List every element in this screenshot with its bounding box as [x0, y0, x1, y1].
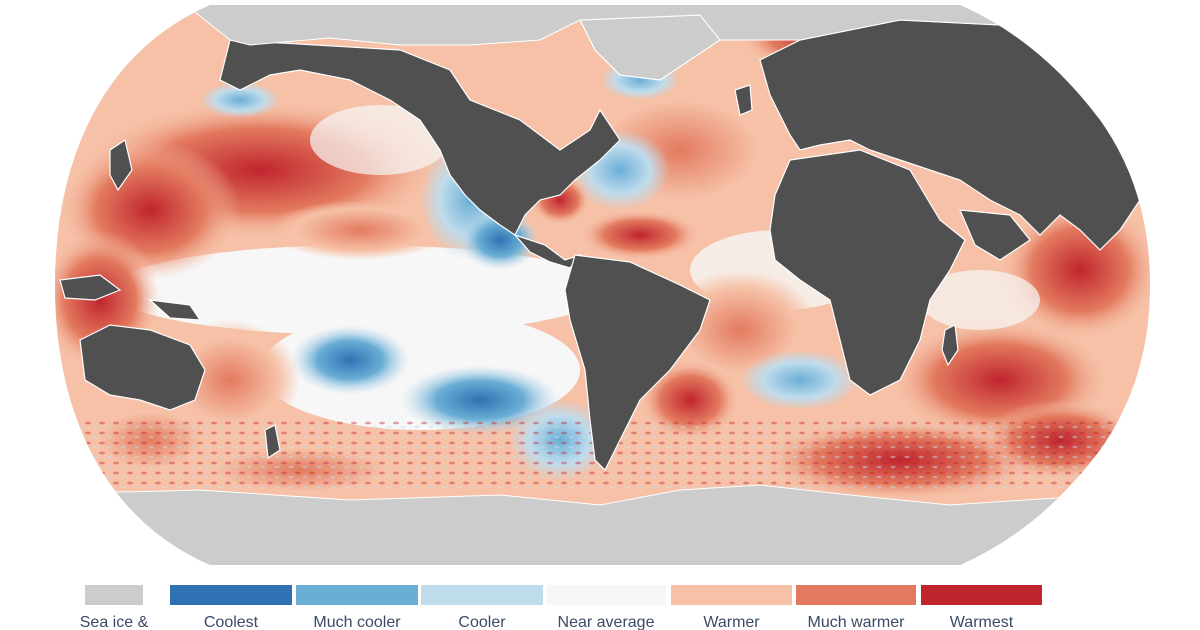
legend-swatch-near-average	[546, 585, 666, 605]
legend-label-warmer: Warmer	[703, 614, 760, 630]
legend-swatch-cooler	[421, 585, 543, 605]
legend-item-sea-ice: Sea ice &	[80, 585, 148, 630]
legend-item-coolest: Coolest	[170, 585, 292, 630]
legend-swatch-sea-ice	[85, 585, 143, 605]
legend-swatch-coolest	[170, 585, 292, 605]
new-zealand	[264, 424, 281, 460]
legend-label-warmest: Warmest	[949, 614, 1014, 630]
legend-swatch-much-cooler	[296, 585, 418, 605]
legend-label-cooler: Cooler	[458, 614, 506, 630]
arctic-ice	[178, 5, 1022, 46]
legend-label-coolest: Coolest	[203, 614, 259, 630]
australia	[79, 324, 206, 411]
maritime-continent	[59, 274, 122, 301]
legend-item-near-average: Near average	[546, 585, 666, 630]
legend-item-much-warmer: Much warmer	[796, 585, 916, 630]
british-isles	[734, 84, 753, 116]
north-america	[219, 39, 621, 236]
legend-swatch-warmest	[921, 585, 1042, 605]
south-america	[564, 254, 711, 472]
legend-label-sea-ice: Sea ice &	[79, 614, 149, 630]
new-guinea	[148, 299, 202, 321]
madagascar	[941, 324, 959, 367]
legend-item-cooler: Cooler	[421, 585, 543, 630]
japan	[109, 139, 133, 192]
legend-item-warmer: Warmer	[671, 585, 792, 630]
world-map	[55, 5, 1150, 565]
legend: Sea ice & Coolest Much cooler Cooler Near av…	[0, 580, 1200, 630]
legend-swatch-warmer	[671, 585, 792, 605]
legend-label-much-warmer: Much warmer	[807, 614, 905, 630]
land-masses	[59, 14, 1150, 472]
globe	[55, 5, 1150, 565]
arabia	[959, 209, 1031, 261]
legend-item-warmest: Warmest	[921, 585, 1042, 630]
legend-item-much-cooler: Much cooler	[296, 585, 418, 630]
legend-label-much-cooler: Much cooler	[313, 614, 401, 630]
africa	[769, 149, 966, 396]
antarctica	[55, 484, 1150, 565]
legend-swatch-much-warmer	[796, 585, 916, 605]
legend-label-near-average: Near average	[557, 614, 655, 630]
